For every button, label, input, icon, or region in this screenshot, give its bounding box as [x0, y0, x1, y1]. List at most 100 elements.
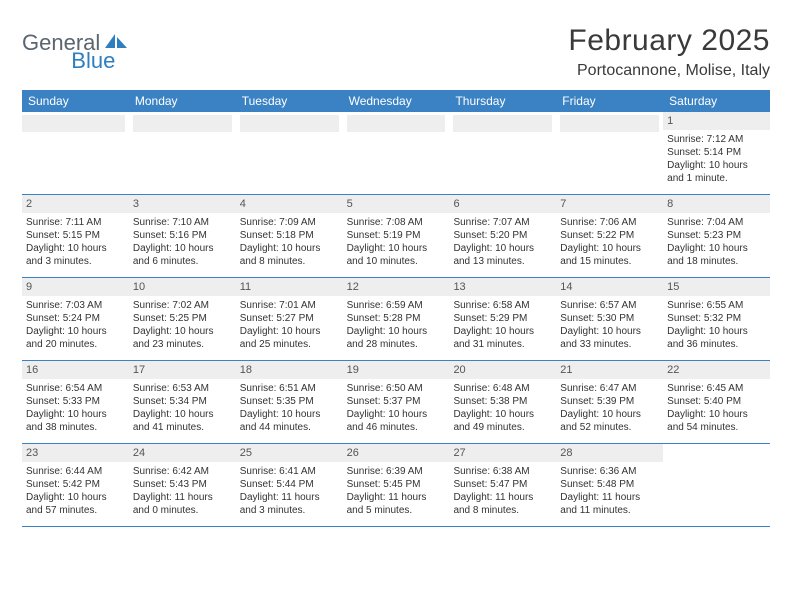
sunset-line: Sunset: 5:15 PM [26, 229, 125, 242]
day-number: 4 [236, 195, 343, 213]
day-cell: 3 Sunrise: 7:10 AMSunset: 5:16 PMDaylight… [129, 195, 236, 277]
day-cell: 2Sunrise: 7:11 AMSunset: 5:15 PMDaylight… [22, 195, 129, 277]
daylight-line: Daylight: 10 hours and 49 minutes. [453, 408, 552, 434]
sunrise-line: Sunrise: 6:58 AM [453, 299, 552, 312]
day-number: 24 [129, 444, 236, 462]
sunset-line: Sunset: 5:43 PM [133, 478, 232, 491]
calendar-grid: SundayMondayTuesdayWednesdayThursdayFrid… [22, 90, 770, 527]
empty-daynum-bar [453, 115, 552, 132]
day-number: 28 [556, 444, 663, 462]
day-cell: 28Sunrise: 6:36 AMSunset: 5:48 PMDayligh… [556, 444, 663, 526]
sunrise-line: Sunrise: 7:10 AM [133, 216, 232, 229]
daylight-line: Daylight: 10 hours and 1 minute. [667, 159, 766, 185]
day-cell: 27Sunrise: 6:38 AMSunset: 5:47 PMDayligh… [449, 444, 556, 526]
day-cell: 18Sunrise: 6:51 AMSunset: 5:35 PMDayligh… [236, 361, 343, 443]
day-cell: 20Sunrise: 6:48 AMSunset: 5:38 PMDayligh… [449, 361, 556, 443]
empty-daynum-bar [133, 115, 232, 132]
sunset-line: Sunset: 5:34 PM [133, 395, 232, 408]
sunset-line: Sunset: 5:47 PM [453, 478, 552, 491]
sunset-line: Sunset: 5:35 PM [240, 395, 339, 408]
sunset-line: Sunset: 5:42 PM [26, 478, 125, 491]
daylight-line: Daylight: 10 hours and 6 minutes. [133, 242, 232, 268]
sunrise-line: Sunrise: 6:41 AM [240, 465, 339, 478]
day-cell: 26Sunrise: 6:39 AMSunset: 5:45 PMDayligh… [343, 444, 450, 526]
day-number: 6 [449, 195, 556, 213]
daylight-line: Daylight: 10 hours and 15 minutes. [560, 242, 659, 268]
day-cell: 11Sunrise: 7:01 AMSunset: 5:27 PMDayligh… [236, 278, 343, 360]
sunset-line: Sunset: 5:22 PM [560, 229, 659, 242]
sunset-line: Sunset: 5:29 PM [453, 312, 552, 325]
day-number: 11 [236, 278, 343, 296]
day-cell: 6Sunrise: 7:07 AMSunset: 5:20 PMDaylight… [449, 195, 556, 277]
daylight-line: Daylight: 10 hours and 57 minutes. [26, 491, 125, 517]
daylight-line: Daylight: 11 hours and 11 minutes. [560, 491, 659, 517]
week-row: 16Sunrise: 6:54 AMSunset: 5:33 PMDayligh… [22, 361, 770, 444]
day-cell: 15Sunrise: 6:55 AMSunset: 5:32 PMDayligh… [663, 278, 770, 360]
day-number: 26 [343, 444, 450, 462]
daylight-line: Daylight: 11 hours and 0 minutes. [133, 491, 232, 517]
sunset-line: Sunset: 5:37 PM [347, 395, 446, 408]
day-number: 25 [236, 444, 343, 462]
sunrise-line: Sunrise: 7:03 AM [26, 299, 125, 312]
day-number: 2 [22, 195, 129, 213]
empty-cell [236, 112, 343, 194]
day-number: 12 [343, 278, 450, 296]
sunset-line: Sunset: 5:40 PM [667, 395, 766, 408]
sunrise-line: Sunrise: 6:44 AM [26, 465, 125, 478]
week-row: 9Sunrise: 7:03 AMSunset: 5:24 PMDaylight… [22, 278, 770, 361]
sunrise-line: Sunrise: 6:47 AM [560, 382, 659, 395]
day-cell: 21Sunrise: 6:47 AMSunset: 5:39 PMDayligh… [556, 361, 663, 443]
sunrise-line: Sunrise: 7:07 AM [453, 216, 552, 229]
week-row: 23Sunrise: 6:44 AMSunset: 5:42 PMDayligh… [22, 444, 770, 527]
daylight-line: Daylight: 10 hours and 23 minutes. [133, 325, 232, 351]
sunrise-line: Sunrise: 7:01 AM [240, 299, 339, 312]
day-number: 21 [556, 361, 663, 379]
daylight-line: Daylight: 10 hours and 38 minutes. [26, 408, 125, 434]
weeks-container: 1Sunrise: 7:12 AMSunset: 5:14 PMDaylight… [22, 112, 770, 527]
sunset-line: Sunset: 5:24 PM [26, 312, 125, 325]
empty-cell [556, 112, 663, 194]
day-cell: 7Sunrise: 7:06 AMSunset: 5:22 PMDaylight… [556, 195, 663, 277]
sunrise-line: Sunrise: 6:54 AM [26, 382, 125, 395]
sunset-line: Sunset: 5:16 PM [133, 229, 232, 242]
calendar-page: General Blue February 2025 Portocannone,… [0, 0, 792, 527]
daylight-line: Daylight: 10 hours and 41 minutes. [133, 408, 232, 434]
sunset-line: Sunset: 5:25 PM [133, 312, 232, 325]
empty-cell [663, 444, 770, 526]
day-number: 19 [343, 361, 450, 379]
day-cell: 14Sunrise: 6:57 AMSunset: 5:30 PMDayligh… [556, 278, 663, 360]
sunrise-line: Sunrise: 6:57 AM [560, 299, 659, 312]
empty-cell [449, 112, 556, 194]
day-number: 14 [556, 278, 663, 296]
day-cell: 10Sunrise: 7:02 AMSunset: 5:25 PMDayligh… [129, 278, 236, 360]
day-cell: 17Sunrise: 6:53 AMSunset: 5:34 PMDayligh… [129, 361, 236, 443]
day-number: 18 [236, 361, 343, 379]
day-cell: 8Sunrise: 7:04 AMSunset: 5:23 PMDaylight… [663, 195, 770, 277]
page-header: General Blue February 2025 Portocannone,… [22, 24, 770, 80]
day-number: 27 [449, 444, 556, 462]
sunset-line: Sunset: 5:20 PM [453, 229, 552, 242]
sunrise-line: Sunrise: 7:12 AM [667, 133, 766, 146]
day-cell: 9Sunrise: 7:03 AMSunset: 5:24 PMDaylight… [22, 278, 129, 360]
title-block: February 2025 Portocannone, Molise, Ital… [568, 24, 770, 80]
daylight-line: Daylight: 10 hours and 10 minutes. [347, 242, 446, 268]
day-number: 3 [129, 195, 236, 213]
empty-cell [22, 112, 129, 194]
sunrise-line: Sunrise: 7:04 AM [667, 216, 766, 229]
empty-cell [129, 112, 236, 194]
day-number: 22 [663, 361, 770, 379]
day-cell: 22Sunrise: 6:45 AMSunset: 5:40 PMDayligh… [663, 361, 770, 443]
sunset-line: Sunset: 5:23 PM [667, 229, 766, 242]
sunset-line: Sunset: 5:28 PM [347, 312, 446, 325]
day-number: 8 [663, 195, 770, 213]
sunrise-line: Sunrise: 6:45 AM [667, 382, 766, 395]
daylight-line: Daylight: 10 hours and 44 minutes. [240, 408, 339, 434]
daylight-line: Daylight: 10 hours and 31 minutes. [453, 325, 552, 351]
day-cell: 23Sunrise: 6:44 AMSunset: 5:42 PMDayligh… [22, 444, 129, 526]
logo: General Blue [22, 24, 173, 56]
day-header-thursday: Thursday [449, 90, 556, 112]
daylight-line: Daylight: 10 hours and 8 minutes. [240, 242, 339, 268]
day-number: 16 [22, 361, 129, 379]
daylight-line: Daylight: 10 hours and 52 minutes. [560, 408, 659, 434]
day-number: 1 [663, 112, 770, 130]
